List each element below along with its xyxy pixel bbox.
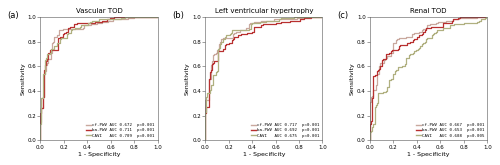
Legend: cf-PWV AUC 0.667  p<0.001, ba-PWV AUC 0.653  p<0.001, CAVI   AUC 0.608  p<0.005: cf-PWV AUC 0.667 p<0.001, ba-PWV AUC 0.6… [415, 123, 485, 138]
Y-axis label: Sensitivity: Sensitivity [350, 62, 355, 95]
Y-axis label: Sensitivity: Sensitivity [20, 62, 25, 95]
Text: (b): (b) [172, 11, 184, 20]
Title: Left ventricular hypertrophy: Left ventricular hypertrophy [214, 8, 313, 14]
Title: Vascular TOD: Vascular TOD [76, 8, 122, 14]
Text: (c): (c) [337, 11, 348, 20]
Legend: cf-PWV AUC 0.717  p<0.001, ba-PWV AUC 0.692  p<0.001, CAVI   AUC 0.675  p<0.001: cf-PWV AUC 0.717 p<0.001, ba-PWV AUC 0.6… [250, 123, 320, 138]
Text: (a): (a) [8, 11, 19, 20]
Legend: cf-PWV AUC 0.672  p<0.001, ba-PWV AUC 0.711  p<0.001, CAVI   AUC 0.709  p<0.001: cf-PWV AUC 0.672 p<0.001, ba-PWV AUC 0.7… [85, 123, 156, 138]
X-axis label: 1 - Specificity: 1 - Specificity [408, 152, 450, 157]
X-axis label: 1 - Specificity: 1 - Specificity [78, 152, 120, 157]
Title: Renal TOD: Renal TOD [410, 8, 447, 14]
Y-axis label: Sensitivity: Sensitivity [185, 62, 190, 95]
X-axis label: 1 - Specificity: 1 - Specificity [242, 152, 285, 157]
